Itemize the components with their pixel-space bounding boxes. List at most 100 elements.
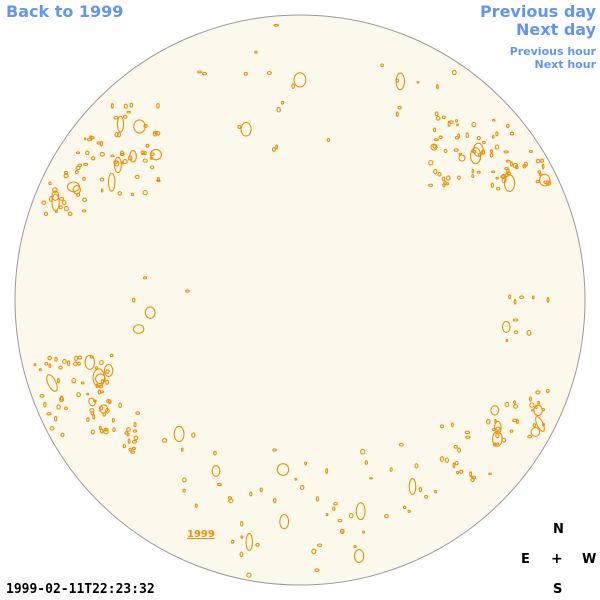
- contour-blob: [105, 379, 109, 385]
- contour-blob: [505, 159, 511, 163]
- contour-blob: [132, 429, 138, 433]
- contour-blob: [111, 417, 115, 423]
- contour-blob: [482, 140, 486, 145]
- back-to-year-link[interactable]: Back to 1999: [6, 2, 124, 21]
- compass-east: E: [521, 552, 530, 567]
- contour-blob: [58, 365, 63, 370]
- contour-blob: [191, 432, 196, 438]
- contour-blob: [33, 363, 37, 367]
- contour-blob: [201, 72, 208, 76]
- contour-blob: [515, 418, 519, 425]
- next-hour-link[interactable]: Next hour: [534, 58, 597, 71]
- contour-blob: [446, 182, 450, 186]
- contour-blob: [133, 435, 139, 441]
- contour-blob: [481, 149, 486, 155]
- contour-blob: [504, 401, 510, 408]
- contour-blob: [538, 173, 542, 176]
- contour-blob: [259, 487, 263, 492]
- contour-blob: [243, 71, 248, 76]
- contour-blob: [133, 422, 137, 428]
- contour-blob: [75, 192, 81, 198]
- contour-blob: [254, 50, 258, 54]
- contour-blob: [464, 430, 470, 435]
- contour-blob: [293, 72, 307, 88]
- contour-blob: [397, 105, 402, 110]
- contour-blob: [99, 359, 104, 366]
- contour-blob: [43, 401, 47, 408]
- contour-blob: [459, 469, 464, 474]
- contour-blob: [102, 412, 107, 417]
- contour-blob: [56, 377, 60, 384]
- contour-blob: [61, 199, 67, 206]
- contour-blob: [326, 137, 331, 142]
- contour-blob: [41, 200, 47, 205]
- contour-blob: [512, 400, 517, 404]
- contour-blob: [428, 159, 434, 166]
- contour-blob: [74, 355, 79, 362]
- contour-blob: [489, 149, 494, 154]
- contour-blob: [540, 158, 545, 163]
- contour-blob: [492, 430, 503, 447]
- contour-blob: [150, 156, 154, 160]
- contour-blob: [185, 289, 190, 293]
- contour-blob: [73, 361, 78, 367]
- contour-blob: [441, 176, 446, 182]
- contour-loop: [535, 416, 545, 432]
- contour-blob: [123, 103, 128, 109]
- contour-blob: [63, 205, 69, 212]
- contour-blob: [508, 294, 512, 300]
- contour-blob: [129, 150, 137, 163]
- contour-blob: [432, 127, 437, 133]
- contour-blob: [58, 205, 63, 210]
- contour-blob: [490, 182, 494, 188]
- previous-hour-link[interactable]: Previous hour: [509, 45, 596, 58]
- contour-blob: [456, 470, 460, 475]
- contour-blob: [469, 471, 473, 478]
- contour-blob: [546, 296, 550, 303]
- observation-timestamp: 1999-02-11T22:23:32: [6, 582, 155, 597]
- contour-blob: [471, 475, 477, 480]
- next-day-link[interactable]: Next day: [516, 20, 596, 39]
- contour-blob: [105, 407, 110, 414]
- contour-blob: [92, 368, 106, 388]
- contour-blob: [116, 132, 121, 138]
- contour-blob: [512, 404, 519, 409]
- contour-blob: [237, 124, 242, 129]
- contour-blob: [66, 181, 81, 193]
- contour-loop: [88, 397, 96, 407]
- contour-blob: [416, 80, 420, 84]
- contour-blob: [97, 389, 102, 395]
- contour-blob: [456, 123, 459, 127]
- contour-blob: [402, 505, 407, 510]
- contour-blob: [533, 404, 543, 417]
- contour-blob: [103, 427, 109, 432]
- contour-blob: [127, 438, 131, 445]
- contour-blob: [103, 363, 114, 378]
- contour-blob: [453, 444, 458, 449]
- contour-blob: [58, 396, 65, 403]
- contour-blob: [503, 174, 516, 192]
- year-label[interactable]: 1999: [187, 529, 215, 540]
- contour-blob: [457, 447, 462, 453]
- contour-blob: [435, 115, 441, 121]
- contour-blob: [545, 389, 550, 393]
- contour-blob: [62, 358, 67, 364]
- contour-blob: [337, 518, 343, 523]
- contour-blob: [90, 156, 96, 161]
- contour-blob: [535, 158, 541, 164]
- contour-blob: [503, 150, 509, 154]
- contour-loop: [458, 154, 466, 162]
- contour-blob: [380, 63, 384, 67]
- contour-blob: [496, 187, 501, 191]
- contour-blob: [360, 448, 366, 455]
- previous-day-link[interactable]: Previous day: [479, 2, 596, 21]
- contour-blob: [156, 177, 160, 182]
- contour-blob: [114, 132, 119, 138]
- contour-blob: [83, 162, 89, 166]
- contour-blob: [325, 512, 329, 517]
- contour-blob: [439, 424, 445, 429]
- contour-blob: [489, 153, 494, 158]
- contour-blob: [534, 404, 538, 410]
- contour-blob: [272, 448, 277, 452]
